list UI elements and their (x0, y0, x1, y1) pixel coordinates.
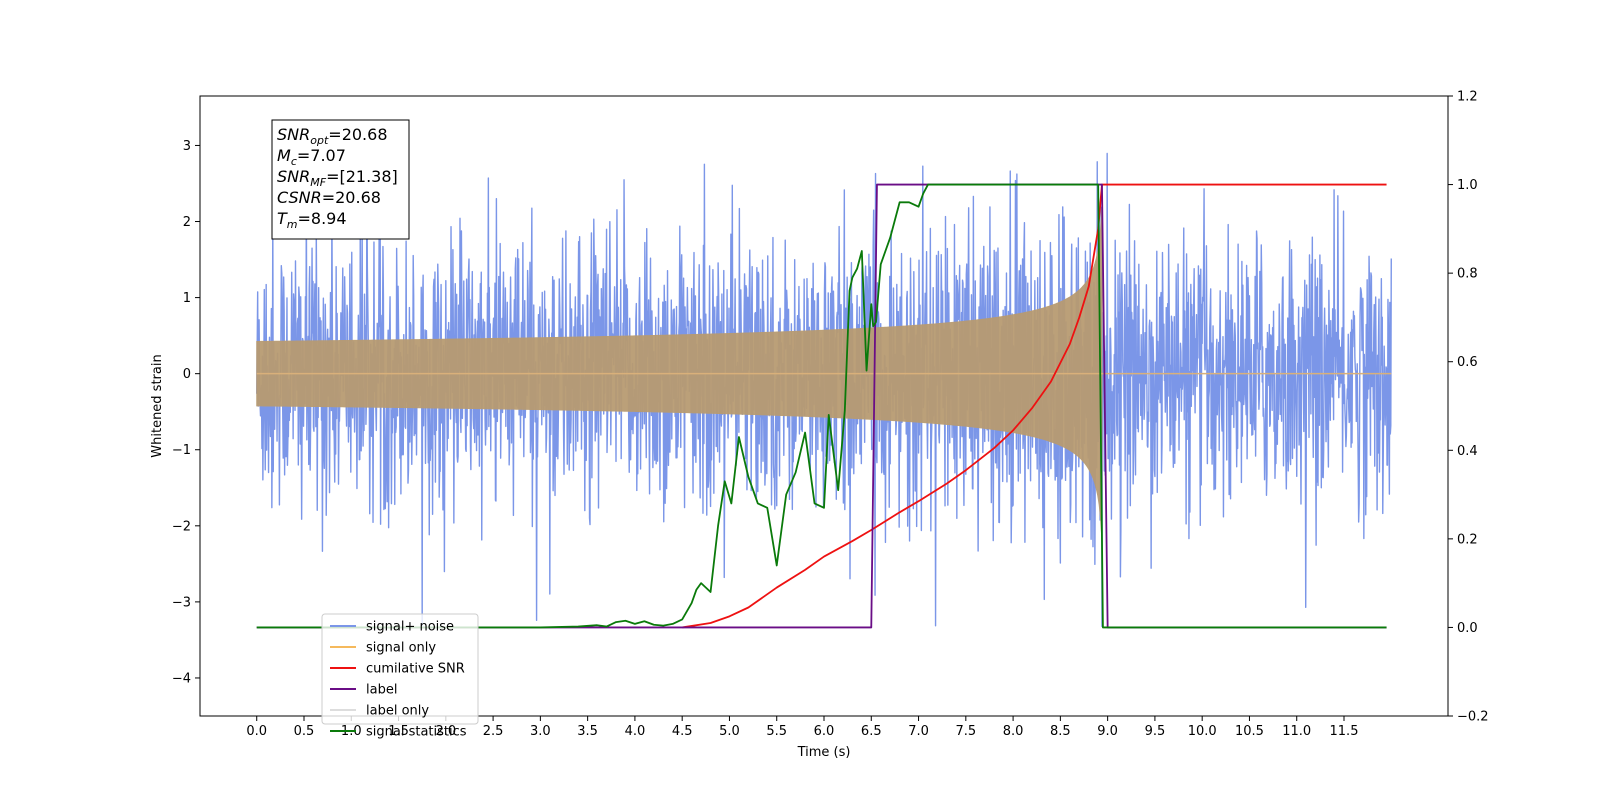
x-tick-label: 11.5 (1330, 724, 1359, 739)
stat-symbol: SNR (277, 167, 310, 186)
x-tick-label: 1.5 (388, 724, 409, 739)
stat-line: CSNR=20.68 (277, 188, 381, 207)
stat-line: Tm=8.94 (277, 209, 347, 231)
x-tick-label: 5.5 (766, 724, 787, 739)
y2-tick-label: −0.2 (1457, 710, 1489, 725)
y-tick-label: 2 (183, 215, 191, 230)
legend-label: cumilative SNR (366, 662, 465, 677)
x-tick-label: 7.0 (908, 724, 929, 739)
x-tick-label: 2.0 (435, 724, 456, 739)
stat-value: =20.68 (328, 125, 387, 144)
x-tick-label: 9.5 (1145, 724, 1166, 739)
y-tick-label: −3 (172, 595, 191, 610)
stat-subscript: MF (310, 176, 326, 189)
y2-tick-label: 1.0 (1457, 178, 1478, 193)
x-tick-label: 8.0 (1003, 724, 1024, 739)
legend-label: label only (366, 704, 429, 719)
stat-line: SNRopt=20.68 (277, 125, 388, 147)
x-tick-label: 3.0 (530, 724, 551, 739)
y-tick-label: −1 (172, 443, 191, 458)
legend-label: signal only (366, 641, 436, 656)
plot-area (256, 149, 1392, 629)
stat-symbol: M (277, 146, 291, 165)
stat-value: =[21.38] (326, 167, 398, 186)
cumilative-snr-line (682, 183, 1387, 629)
x-tick-label: 3.5 (577, 724, 598, 739)
y-tick-label: −4 (172, 671, 191, 686)
signal-noise-line (256, 149, 1392, 628)
stat-subscript: c (291, 155, 297, 168)
stats-box-frame (271, 119, 410, 240)
axes: 0.0 0.5 1.0 1.5 2.0 2.5 3.0 3.5 4.0 4.5 5.0 5.5 6.0 6… (172, 90, 1489, 740)
y-tick-label: 0 (183, 367, 191, 382)
stat-subscript: m (287, 218, 298, 231)
legend: signal+ noise signal only cumilative SNR la… (321, 613, 479, 740)
x-tick-label: 8.5 (1050, 724, 1071, 739)
y2-tick-label: 1.2 (1457, 90, 1478, 105)
x-tick-label: 6.0 (814, 724, 835, 739)
legend-label: label (366, 683, 397, 698)
x-tick-label: 4.5 (672, 724, 693, 739)
x-tick-label: 6.5 (861, 724, 882, 739)
legend-label: signal statistics (366, 725, 467, 740)
x-tick-label: 0.5 (294, 724, 315, 739)
stat-value: =8.94 (298, 209, 347, 228)
y-tick-label: 3 (183, 139, 191, 154)
stat-value: =7.07 (297, 146, 346, 165)
x-tick-label: 7.5 (955, 724, 976, 739)
stat-line: Mc=7.07 (277, 146, 346, 168)
stat-line: SNRMF=[21.38] (277, 167, 398, 189)
x-tick-label: 2.5 (483, 724, 504, 739)
y-tick-label: 1 (183, 291, 191, 306)
x-tick-label: 4.0 (625, 724, 646, 739)
stat-symbol: CSNR (277, 188, 322, 207)
stats-annotation-box: SNRopt=20.68Mc=7.07SNRMF=[21.38]CSNR=20.… (271, 119, 410, 240)
y2-tick-label: 0.8 (1457, 267, 1478, 282)
y2-tick-label: 0.0 (1457, 621, 1478, 636)
legend-frame (321, 613, 479, 725)
x-axis-label: Time (s) (797, 745, 851, 760)
y-axis-label: Whitened strain (150, 354, 165, 457)
x-tick-label: 11.0 (1282, 724, 1311, 739)
x-tick-label: 9.0 (1097, 724, 1118, 739)
stat-symbol: T (277, 209, 288, 228)
y2-tick-label: 0.2 (1457, 532, 1478, 547)
stat-value: =20.68 (322, 188, 381, 207)
x-tick-label: 10.5 (1235, 724, 1264, 739)
legend-label: signal+ noise (366, 620, 454, 635)
x-tick-label: 5.0 (719, 724, 740, 739)
stat-symbol: SNR (277, 125, 310, 144)
stat-subscript: opt (310, 134, 329, 147)
y-tick-label: −2 (172, 519, 191, 534)
y2-tick-label: 0.4 (1457, 444, 1478, 459)
x-tick-label: 0.0 (246, 724, 267, 739)
x-tick-label: 10.0 (1188, 724, 1217, 739)
y2-tick-label: 0.6 (1457, 355, 1478, 370)
signal-statistics-line (256, 183, 1387, 629)
